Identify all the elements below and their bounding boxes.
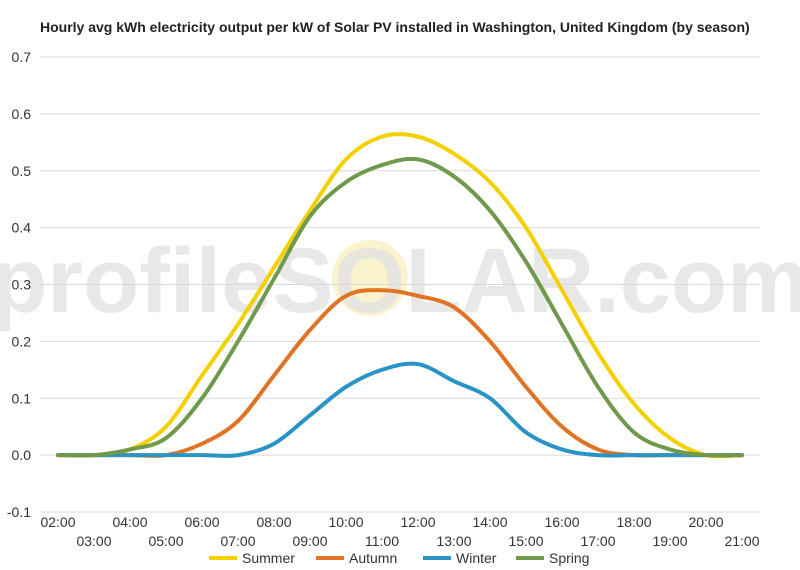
- series-line-summer: [56, 132, 744, 459]
- legend-label-winter: Winter: [456, 550, 497, 566]
- watermark-text: profileSOLAR.com: [0, 230, 800, 332]
- watermark-sun-icon: [332, 240, 408, 316]
- y-axis-ticks: -0.1 0.0 0.1 0.2 0.3 0.4 0.5 0.6 0.7: [7, 49, 31, 520]
- y-tick-label: 0.5: [12, 163, 32, 179]
- x-tick-label: 15:00: [508, 533, 543, 549]
- x-tick-label: 21:00: [724, 533, 759, 549]
- legend-label-summer: Summer: [242, 550, 295, 566]
- x-tick-label: 12:00: [400, 514, 435, 530]
- watermark: profileSOLAR.com: [0, 230, 800, 332]
- x-tick-label: 06:00: [184, 514, 219, 530]
- y-tick-label: 0.4: [12, 220, 32, 236]
- x-tick-label: 11:00: [365, 533, 399, 549]
- y-tick-label: -0.1: [7, 504, 31, 520]
- x-tick-label: 02:00: [40, 514, 75, 530]
- x-tick-label: 03:00: [76, 533, 111, 549]
- x-tick-label: 17:00: [580, 533, 615, 549]
- chart-title: Hourly avg kWh electricity output per kW…: [40, 19, 750, 35]
- legend-label-autumn: Autumn: [349, 550, 397, 566]
- x-tick-label: 19:00: [652, 533, 687, 549]
- y-tick-label: 0.6: [12, 106, 32, 122]
- x-tick-label: 13:00: [436, 533, 471, 549]
- x-tick-label: 14:00: [472, 514, 507, 530]
- x-tick-label: 04:00: [112, 514, 147, 530]
- x-tick-label: 08:00: [256, 514, 291, 530]
- x-tick-label: 16:00: [544, 514, 579, 530]
- x-tick-label: 20:00: [688, 514, 723, 530]
- y-tick-label: 0.2: [12, 333, 32, 349]
- y-tick-label: 0.0: [12, 447, 32, 463]
- x-tick-label: 09:00: [292, 533, 327, 549]
- x-tick-label: 10:00: [328, 514, 363, 530]
- legend: Summer Autumn Winter Spring: [209, 550, 589, 566]
- x-tick-label: 05:00: [148, 533, 183, 549]
- series-lines: [56, 132, 744, 459]
- series-line-spring: [56, 156, 744, 458]
- y-tick-label: 0.7: [12, 49, 32, 65]
- x-axis-ticks: 02:0003:0004:0005:0006:0007:0008:0009:00…: [40, 514, 759, 549]
- x-tick-label: 07:00: [220, 533, 255, 549]
- x-tick-label: 18:00: [616, 514, 651, 530]
- y-tick-label: 0.3: [12, 277, 32, 293]
- series-line-winter: [56, 361, 744, 458]
- legend-label-spring: Spring: [549, 550, 589, 566]
- y-tick-label: 0.1: [12, 390, 32, 406]
